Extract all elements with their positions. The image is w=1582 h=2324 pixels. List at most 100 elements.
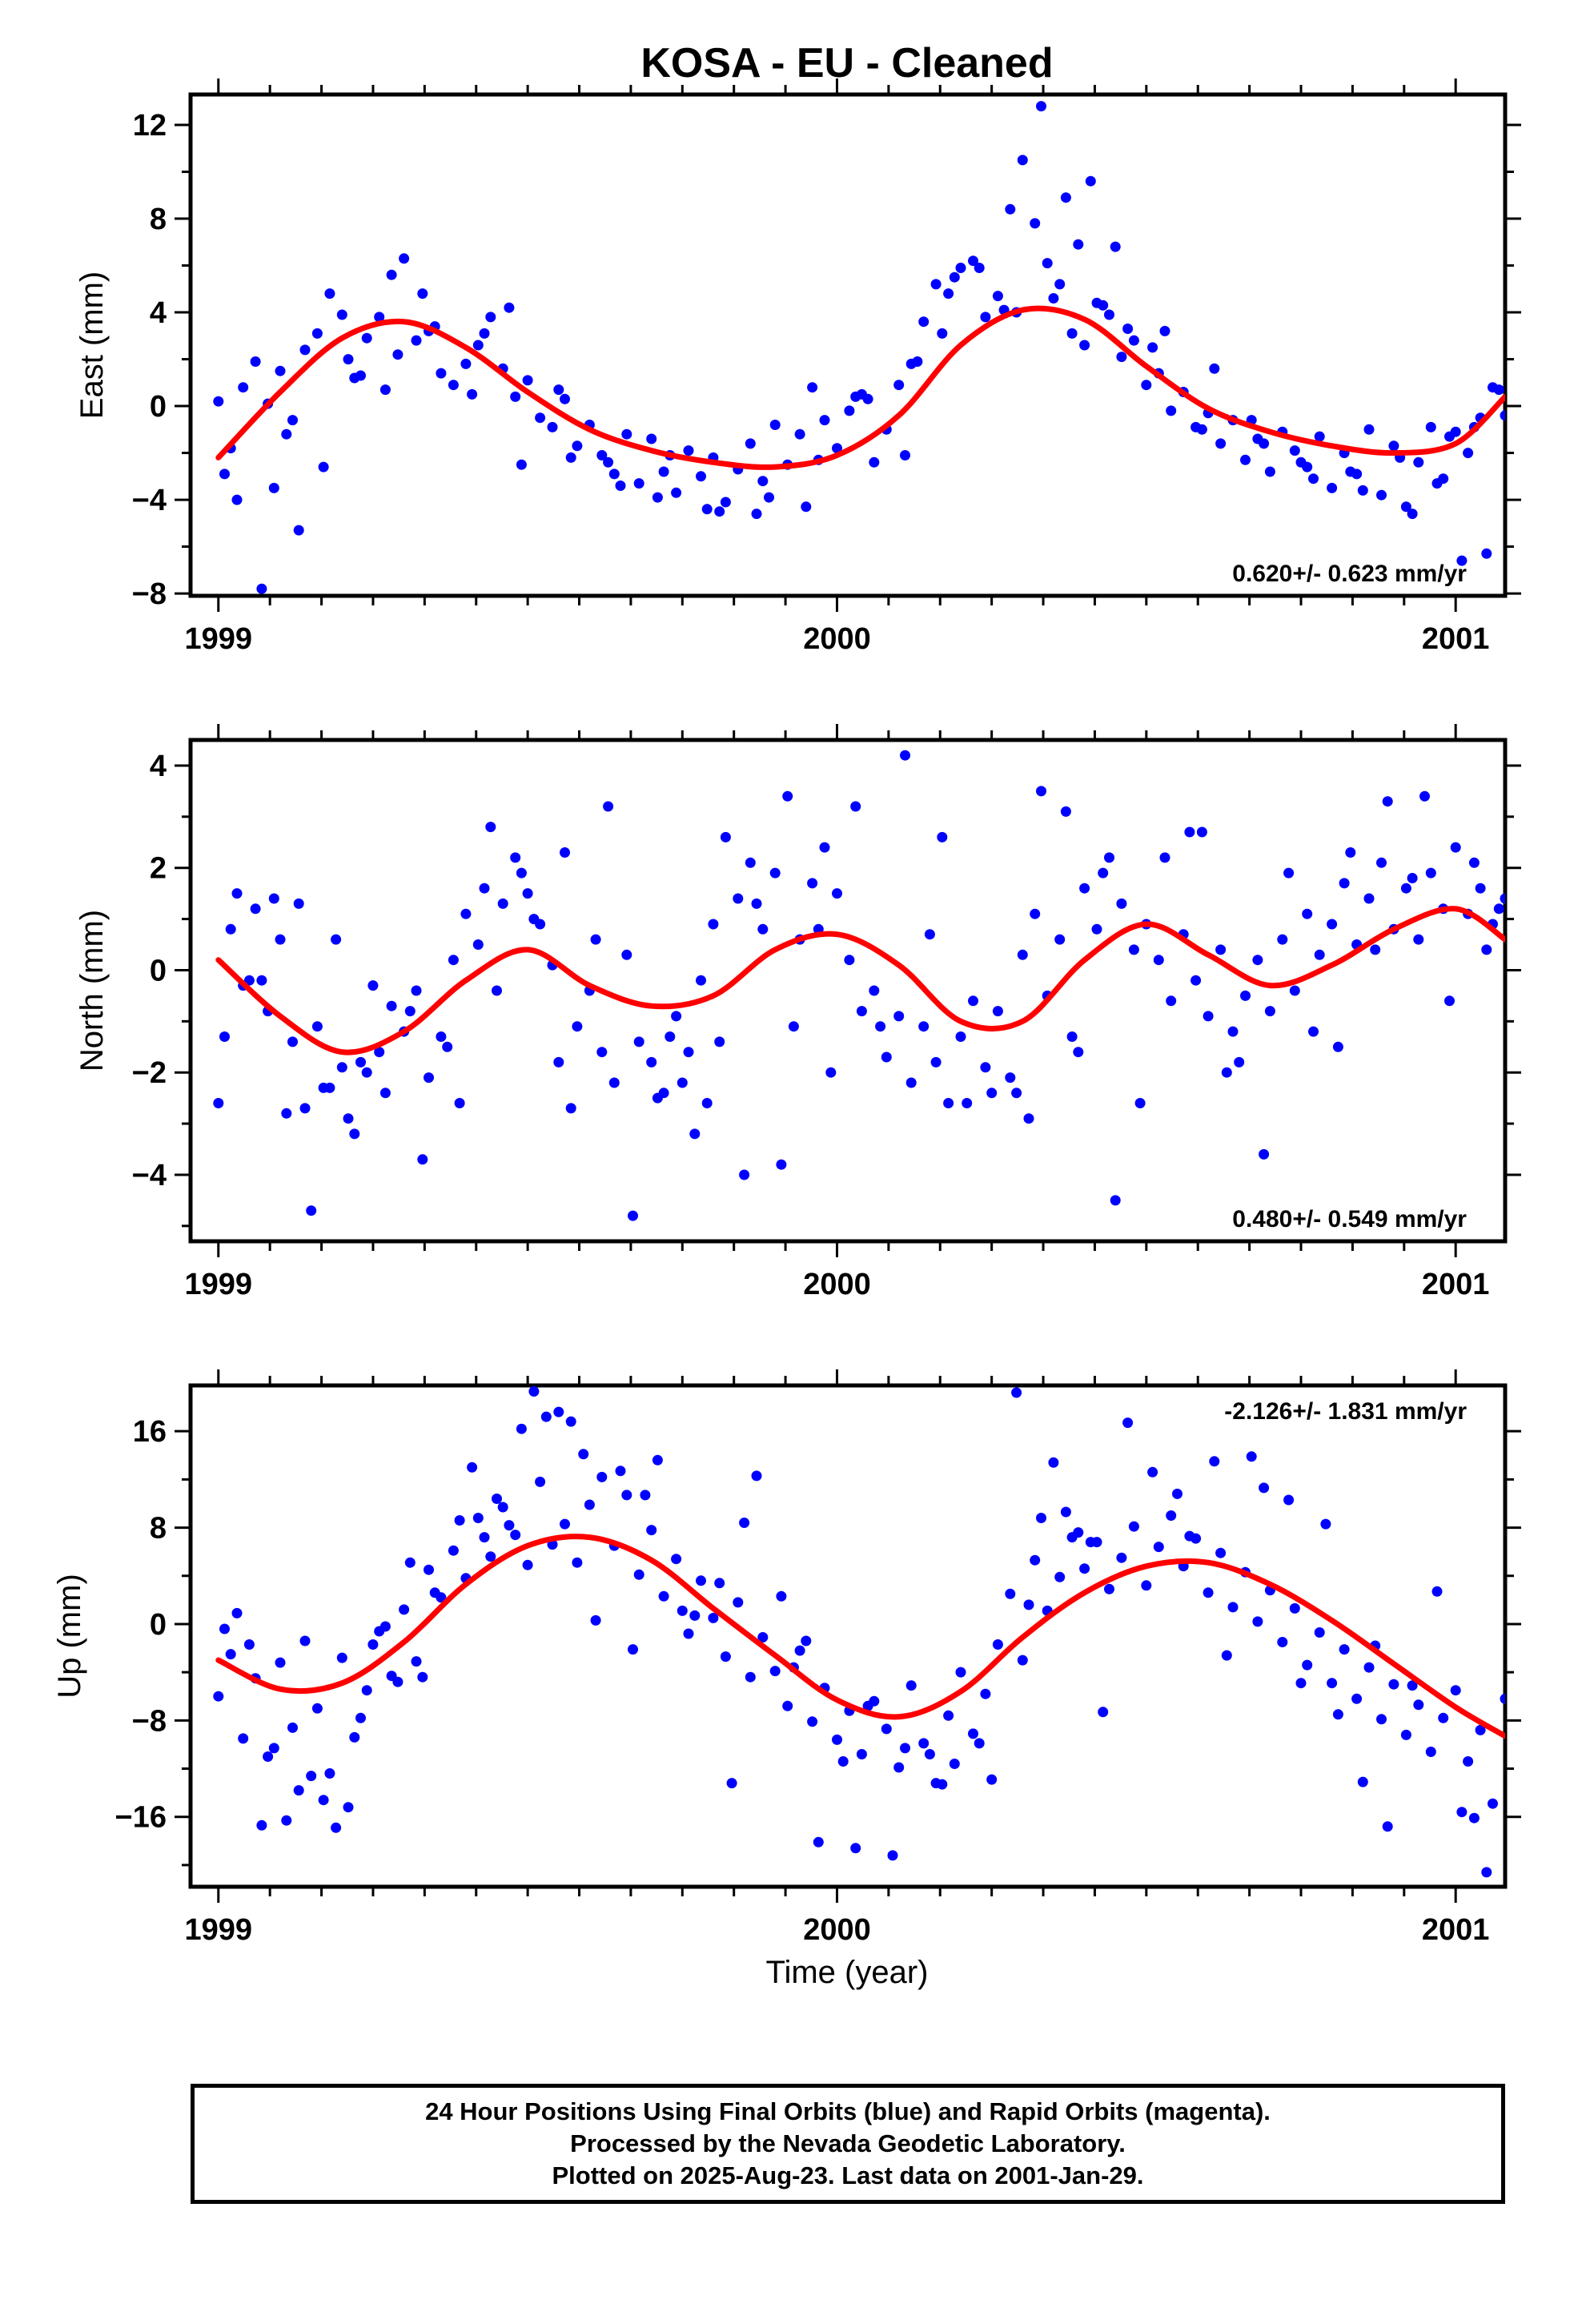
east-data-point <box>949 271 960 283</box>
up-data-point <box>633 1569 644 1580</box>
east-data-point <box>1209 363 1220 374</box>
east-data-point <box>603 456 614 468</box>
east-data-point <box>943 288 954 300</box>
east-data-point <box>287 415 298 426</box>
north-data-point <box>714 1036 725 1047</box>
up-y-axis-label: Up (mm) <box>52 1574 87 1699</box>
up-data-point <box>467 1462 478 1473</box>
north-data-point <box>1400 883 1411 894</box>
up-data-point <box>1085 1537 1096 1548</box>
up-data-point <box>1116 1552 1127 1563</box>
up-data-point <box>343 1802 354 1813</box>
north-data-point <box>454 1098 465 1108</box>
north-data-point <box>733 893 744 904</box>
east-x-tick-label: 2000 <box>803 622 871 656</box>
up-data-point <box>1172 1488 1182 1499</box>
east-data-point <box>955 263 966 273</box>
east-data-point <box>1159 325 1170 336</box>
east-data-point <box>510 391 521 402</box>
east-data-point <box>1141 380 1152 391</box>
east-data-point <box>764 492 774 503</box>
up-data-point <box>522 1559 533 1570</box>
north-data-point <box>1091 923 1102 935</box>
east-data-point <box>807 382 818 393</box>
north-data-point <box>1036 786 1046 797</box>
north-data-point <box>1098 867 1109 879</box>
north-data-point <box>665 1031 676 1042</box>
north-data-point <box>745 857 756 868</box>
up-data-point <box>1036 1513 1046 1523</box>
east-data-point <box>275 365 286 376</box>
up-data-point <box>497 1502 508 1513</box>
east-data-point <box>930 279 942 290</box>
up-data-point <box>404 1557 416 1568</box>
north-data-point <box>1073 1047 1084 1058</box>
east-y-tick-label: −8 <box>132 577 167 611</box>
east-data-point <box>231 494 243 505</box>
east-data-point <box>268 482 279 493</box>
north-data-point <box>306 1205 317 1216</box>
east-data-point <box>1060 192 1071 203</box>
up-data-point <box>832 1734 842 1745</box>
east-data-point <box>293 525 304 536</box>
north-data-point <box>528 914 540 925</box>
east-data-point <box>547 421 558 432</box>
east-data-point <box>1122 324 1134 334</box>
up-data-point <box>1277 1637 1288 1647</box>
north-x-tick-label: 2001 <box>1422 1268 1490 1301</box>
up-data-point <box>1203 1587 1214 1598</box>
north-data-point <box>924 929 935 940</box>
east-data-point <box>1295 456 1307 468</box>
up-data-point <box>590 1614 601 1626</box>
panel-up: 1999 2000 2001 −16 −8 0 8 16 Up (mm) -2.126+/- 1.… <box>52 0 1521 1947</box>
up-data-point <box>540 1411 552 1422</box>
east-data-point <box>1425 421 1436 432</box>
north-data-point <box>1066 1031 1078 1042</box>
up-y-tick-label: 0 <box>150 1608 167 1642</box>
up-data-point <box>1494 0 1504 6</box>
up-data-point <box>1468 1812 1480 1823</box>
up-data-point <box>553 1406 564 1417</box>
up-data-point <box>1005 1588 1016 1599</box>
up-data-point <box>1166 1510 1177 1521</box>
north-data-point <box>590 934 601 945</box>
east-data-point <box>467 388 478 400</box>
east-data-point <box>893 380 905 391</box>
chart-title: KOSA - EU - Cleaned <box>640 40 1053 86</box>
east-data-point <box>448 380 459 391</box>
north-data-point <box>832 888 842 899</box>
north-data-point <box>275 934 286 945</box>
up-plot-frame <box>188 1383 1508 1889</box>
up-data-point <box>367 1639 379 1650</box>
north-data-point <box>516 867 527 879</box>
up-data-point <box>1500 1693 1505 1704</box>
up-data-point <box>677 1605 688 1616</box>
north-data-point <box>417 1154 428 1165</box>
east-data-point <box>213 396 224 407</box>
up-data-point <box>893 1762 905 1773</box>
up-data-point <box>1153 1542 1164 1553</box>
east-data-point <box>714 506 725 517</box>
north-data-point <box>807 878 818 889</box>
east-data-point <box>1456 555 1468 566</box>
east-data-point <box>1500 410 1505 421</box>
up-data-point <box>1488 1798 1498 1809</box>
up-data-point <box>336 1652 347 1663</box>
up-data-point <box>769 1666 781 1677</box>
east-data-point <box>1388 440 1399 452</box>
east-data-point <box>522 375 533 386</box>
north-data-point <box>1289 985 1300 996</box>
east-data-point <box>1005 203 1016 215</box>
up-data-point <box>535 1476 546 1487</box>
east-data-point <box>1116 352 1127 363</box>
up-data-point <box>311 1703 323 1714</box>
up-data-point <box>652 1454 663 1466</box>
east-data-point <box>1481 548 1492 559</box>
north-data-point <box>1030 908 1041 919</box>
north-data-point <box>1450 842 1461 853</box>
up-data-point <box>1339 1644 1350 1655</box>
north-data-point <box>386 1000 397 1011</box>
up-data-point <box>714 1578 725 1589</box>
up-data-point <box>968 1728 978 1739</box>
up-data-point <box>256 1819 267 1831</box>
